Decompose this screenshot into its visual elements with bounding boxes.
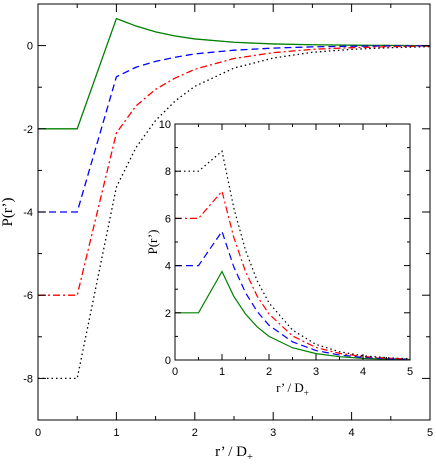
inset-x-tick-label: 2 [266, 366, 272, 378]
main-x-axis-title-text: r’ / D [215, 444, 247, 460]
inset-y-axis-title: P(r’) [145, 229, 160, 254]
inset-series-line-4 [175, 150, 411, 360]
main-y-tick-label: -8 [23, 373, 33, 385]
main-x-axis-title-subscript: + [247, 452, 253, 463]
inset-x-tick-label: 4 [360, 366, 366, 378]
main-y-tick-label: -2 [23, 124, 33, 136]
inset-chart: 0 1 2 3 4 5 0 2 4 6 8 10 r’ / D+ P(r’) [145, 119, 413, 398]
main-y-tick-label: -6 [23, 290, 33, 302]
inset-y-tick-label: 0 [165, 355, 171, 367]
inset-plot-area [175, 124, 410, 360]
main-y-tick-label: -4 [23, 207, 33, 219]
main-series-line-2 [38, 45, 431, 213]
inset-x-axis-title: r’ / D+ [276, 380, 309, 398]
inset-x-tick-label: 3 [313, 366, 319, 378]
inset-series-line-2 [175, 230, 411, 360]
inset-series-line-3 [175, 189, 411, 360]
main-x-tick-label: 3 [270, 427, 276, 439]
main-x-tick-label: 4 [349, 427, 355, 439]
main-x-axis-title: r’ / D+ [215, 444, 253, 463]
inset-y-tick-label: 10 [159, 119, 171, 131]
main-x-tick-label: 2 [192, 427, 198, 439]
inset-y-tick-label: 2 [165, 308, 171, 320]
main-x-tick-label: 5 [427, 427, 433, 439]
inset-x-tick-label: 1 [219, 366, 225, 378]
main-series-line-4 [38, 45, 431, 380]
inset-y-tick-label: 4 [165, 261, 171, 273]
main-y-tick-label: 0 [27, 41, 33, 53]
main-series-line-1 [38, 17, 431, 130]
main-y-axis-title: P(r’) [0, 198, 16, 227]
main-series-line-3 [38, 45, 431, 296]
main-x-tick-label: 0 [35, 427, 41, 439]
inset-x-tick-label: 0 [172, 366, 178, 378]
inset-x-axis-title-text: r’ / D [276, 380, 304, 395]
inset-y-tick-label: 6 [165, 213, 171, 225]
inset-x-axis-title-subscript: + [304, 388, 309, 398]
main-x-tick-label: 1 [113, 427, 119, 439]
inset-x-tick-label: 5 [407, 366, 413, 378]
inset-y-tick-label: 8 [165, 166, 171, 178]
